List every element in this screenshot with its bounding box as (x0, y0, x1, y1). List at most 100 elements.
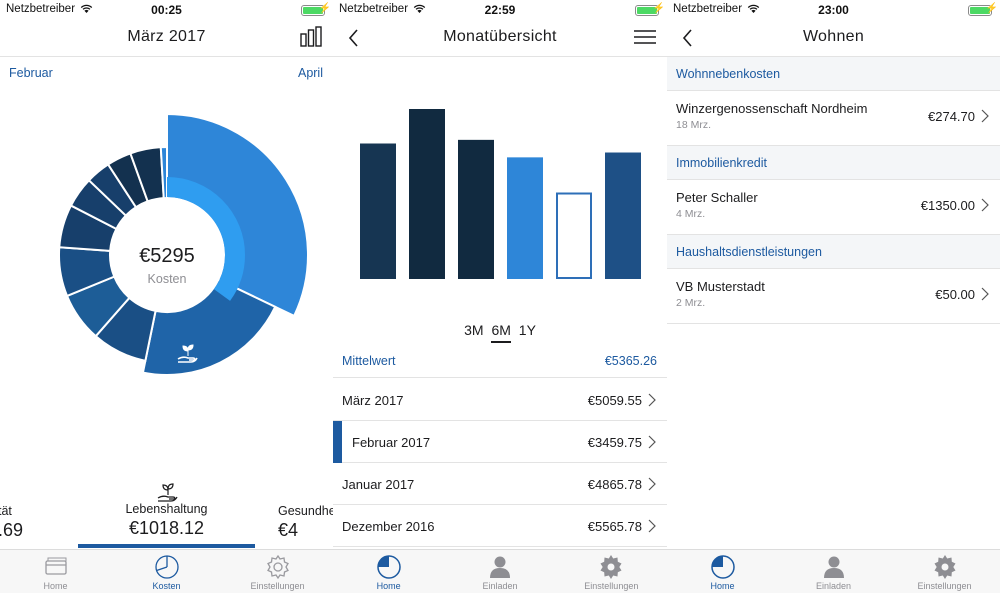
category-selection-indicator (78, 544, 255, 548)
screen-costs: Netzbetreiber 00:25 ⚡ März 2017 Februar … (0, 0, 333, 593)
chart-bar-selected[interactable] (556, 192, 592, 279)
gear-icon (266, 554, 289, 580)
chevron-left-icon[interactable] (677, 24, 701, 52)
next-month-link[interactable]: April (297, 66, 323, 80)
tab-home[interactable]: Home (0, 550, 111, 593)
donut-total-label: Kosten (148, 272, 187, 286)
menu-icon[interactable] (633, 25, 657, 49)
transaction-row[interactable]: Peter Schaller 4 Mrz. €1350.00 (667, 180, 1000, 235)
range-selector[interactable]: 3M 6M 1Y (333, 322, 667, 343)
section-header: Haushaltsdienstleistungen (667, 235, 1000, 269)
page-title: Monatübersicht (443, 28, 557, 45)
chevron-right-icon (648, 477, 656, 491)
chevron-right-icon (648, 519, 656, 533)
tab-invite[interactable]: Einladen (778, 550, 889, 593)
month-value: €5565.78 (587, 519, 642, 534)
month-value: €4865.78 (587, 477, 642, 492)
battery-icon (301, 5, 325, 16)
section-title: Haushaltsdienstleistungen (676, 245, 822, 259)
category-name: Gesundhe (278, 504, 333, 518)
person-icon (489, 556, 510, 578)
cost-donut-chart[interactable]: €5295 Kosten (0, 100, 333, 430)
tab-label: Home (710, 581, 735, 591)
category-name: Lebenshaltung (125, 502, 208, 516)
tab-home[interactable]: Home (667, 550, 778, 593)
category-value: .69 (0, 520, 24, 540)
nav-bar: Monatübersicht (333, 20, 667, 57)
tab-home[interactable]: Home (333, 550, 444, 593)
tab-label: Einladen (482, 581, 518, 591)
category-name: tät (0, 504, 12, 518)
chevron-left-icon[interactable] (343, 24, 367, 52)
chart-bar[interactable] (507, 157, 543, 279)
clock: 22:59 (484, 3, 516, 17)
chart-bar[interactable] (458, 139, 494, 279)
donut-segment[interactable] (166, 112, 309, 318)
card-icon (44, 557, 67, 575)
hand-plant-icon (177, 344, 198, 363)
tab-label: Einstellungen (250, 581, 305, 591)
chart-bar[interactable] (409, 109, 445, 279)
selection-marker (333, 421, 342, 463)
page-title: März 2017 (127, 28, 206, 45)
category-item[interactable]: tät .69 (0, 478, 38, 541)
transaction-amount: €274.70 (928, 109, 975, 124)
month-label: Dezember 2016 (342, 519, 435, 534)
tab-settings[interactable]: Einstellungen (889, 550, 1000, 593)
month-value: €3459.75 (587, 435, 642, 450)
pie-icon (376, 555, 401, 579)
payee-name: Winzergenossenschaft Nordheim (676, 101, 868, 116)
month-row[interactable]: März 2017 €5059.55 (333, 379, 667, 421)
transaction-date: 2 Mrz. (676, 297, 706, 309)
chart-bar[interactable] (360, 143, 396, 280)
charging-icon: ⚡ (318, 3, 331, 14)
bar-chart-icon[interactable] (299, 25, 323, 49)
range-1y[interactable]: 1Y (518, 322, 536, 338)
category-item[interactable]: Gesundhe €4 (278, 478, 333, 541)
monthly-bar-chart[interactable] (333, 90, 667, 285)
transaction-row[interactable]: VB Musterstadt 2 Mrz. €50.00 (667, 269, 1000, 324)
range-6m[interactable]: 6M (491, 322, 511, 343)
screen-monthly-overview: Netzbetreiber 22:59 ⚡ Monatübersicht 3M … (333, 0, 667, 593)
month-row[interactable]: Dezember 2016 €5565.78 (333, 505, 667, 547)
clock: 00:25 (151, 3, 182, 17)
payee-name: VB Musterstadt (676, 279, 765, 294)
category-strip[interactable]: tät .69 Lebenshaltung €1018.12 Gesundhe … (0, 478, 333, 548)
tab-label: Einladen (815, 581, 852, 591)
tab-label: Home (43, 581, 68, 591)
carrier-label: Netzbetreiber (339, 3, 409, 15)
category-value: €4 (278, 520, 299, 540)
transaction-date: 4 Mrz. (676, 208, 706, 220)
tab-label: Kosten (152, 581, 181, 591)
prev-month-link[interactable]: Februar (9, 66, 53, 80)
month-row-selected[interactable]: Februar 2017 €3459.75 (333, 421, 667, 463)
clock: 23:00 (818, 3, 849, 17)
nav-bar: März 2017 (0, 20, 333, 57)
range-3m[interactable]: 3M (464, 322, 484, 338)
transaction-row[interactable]: Winzergenossenschaft Nordheim 18 Mrz. €2… (667, 91, 1000, 146)
section-header: Wohnnebenkosten (667, 57, 1000, 91)
gear-icon (934, 555, 955, 579)
tab-bar: Home Einladen Einstellungen (333, 549, 667, 593)
transaction-amount: €50.00 (935, 287, 975, 302)
month-value: €5059.55 (587, 393, 642, 408)
month-row[interactable]: Januar 2017 €4865.78 (333, 463, 667, 505)
hand-plant-icon (157, 483, 178, 502)
tab-settings[interactable]: Einstellungen (222, 550, 333, 593)
month-label: Januar 2017 (342, 477, 415, 492)
donut-center (110, 198, 224, 312)
tab-settings[interactable]: Einstellungen (556, 550, 667, 593)
charging-icon: ⚡ (652, 3, 665, 14)
carrier-label: Netzbetreiber (6, 3, 76, 15)
battery-icon (968, 5, 992, 16)
tab-costs[interactable]: Kosten (111, 550, 222, 593)
battery-icon (635, 5, 659, 16)
payee-name: Peter Schaller (676, 190, 758, 205)
tab-invite[interactable]: Einladen (444, 550, 555, 593)
chart-bar[interactable] (605, 152, 641, 279)
donut-total: €5295 (139, 245, 195, 267)
category-item-selected[interactable]: Lebenshaltung €1018.12 (78, 478, 255, 539)
transaction-amount: €1350.00 (920, 198, 975, 213)
gear-icon (600, 555, 622, 579)
chevron-right-icon (981, 287, 989, 301)
